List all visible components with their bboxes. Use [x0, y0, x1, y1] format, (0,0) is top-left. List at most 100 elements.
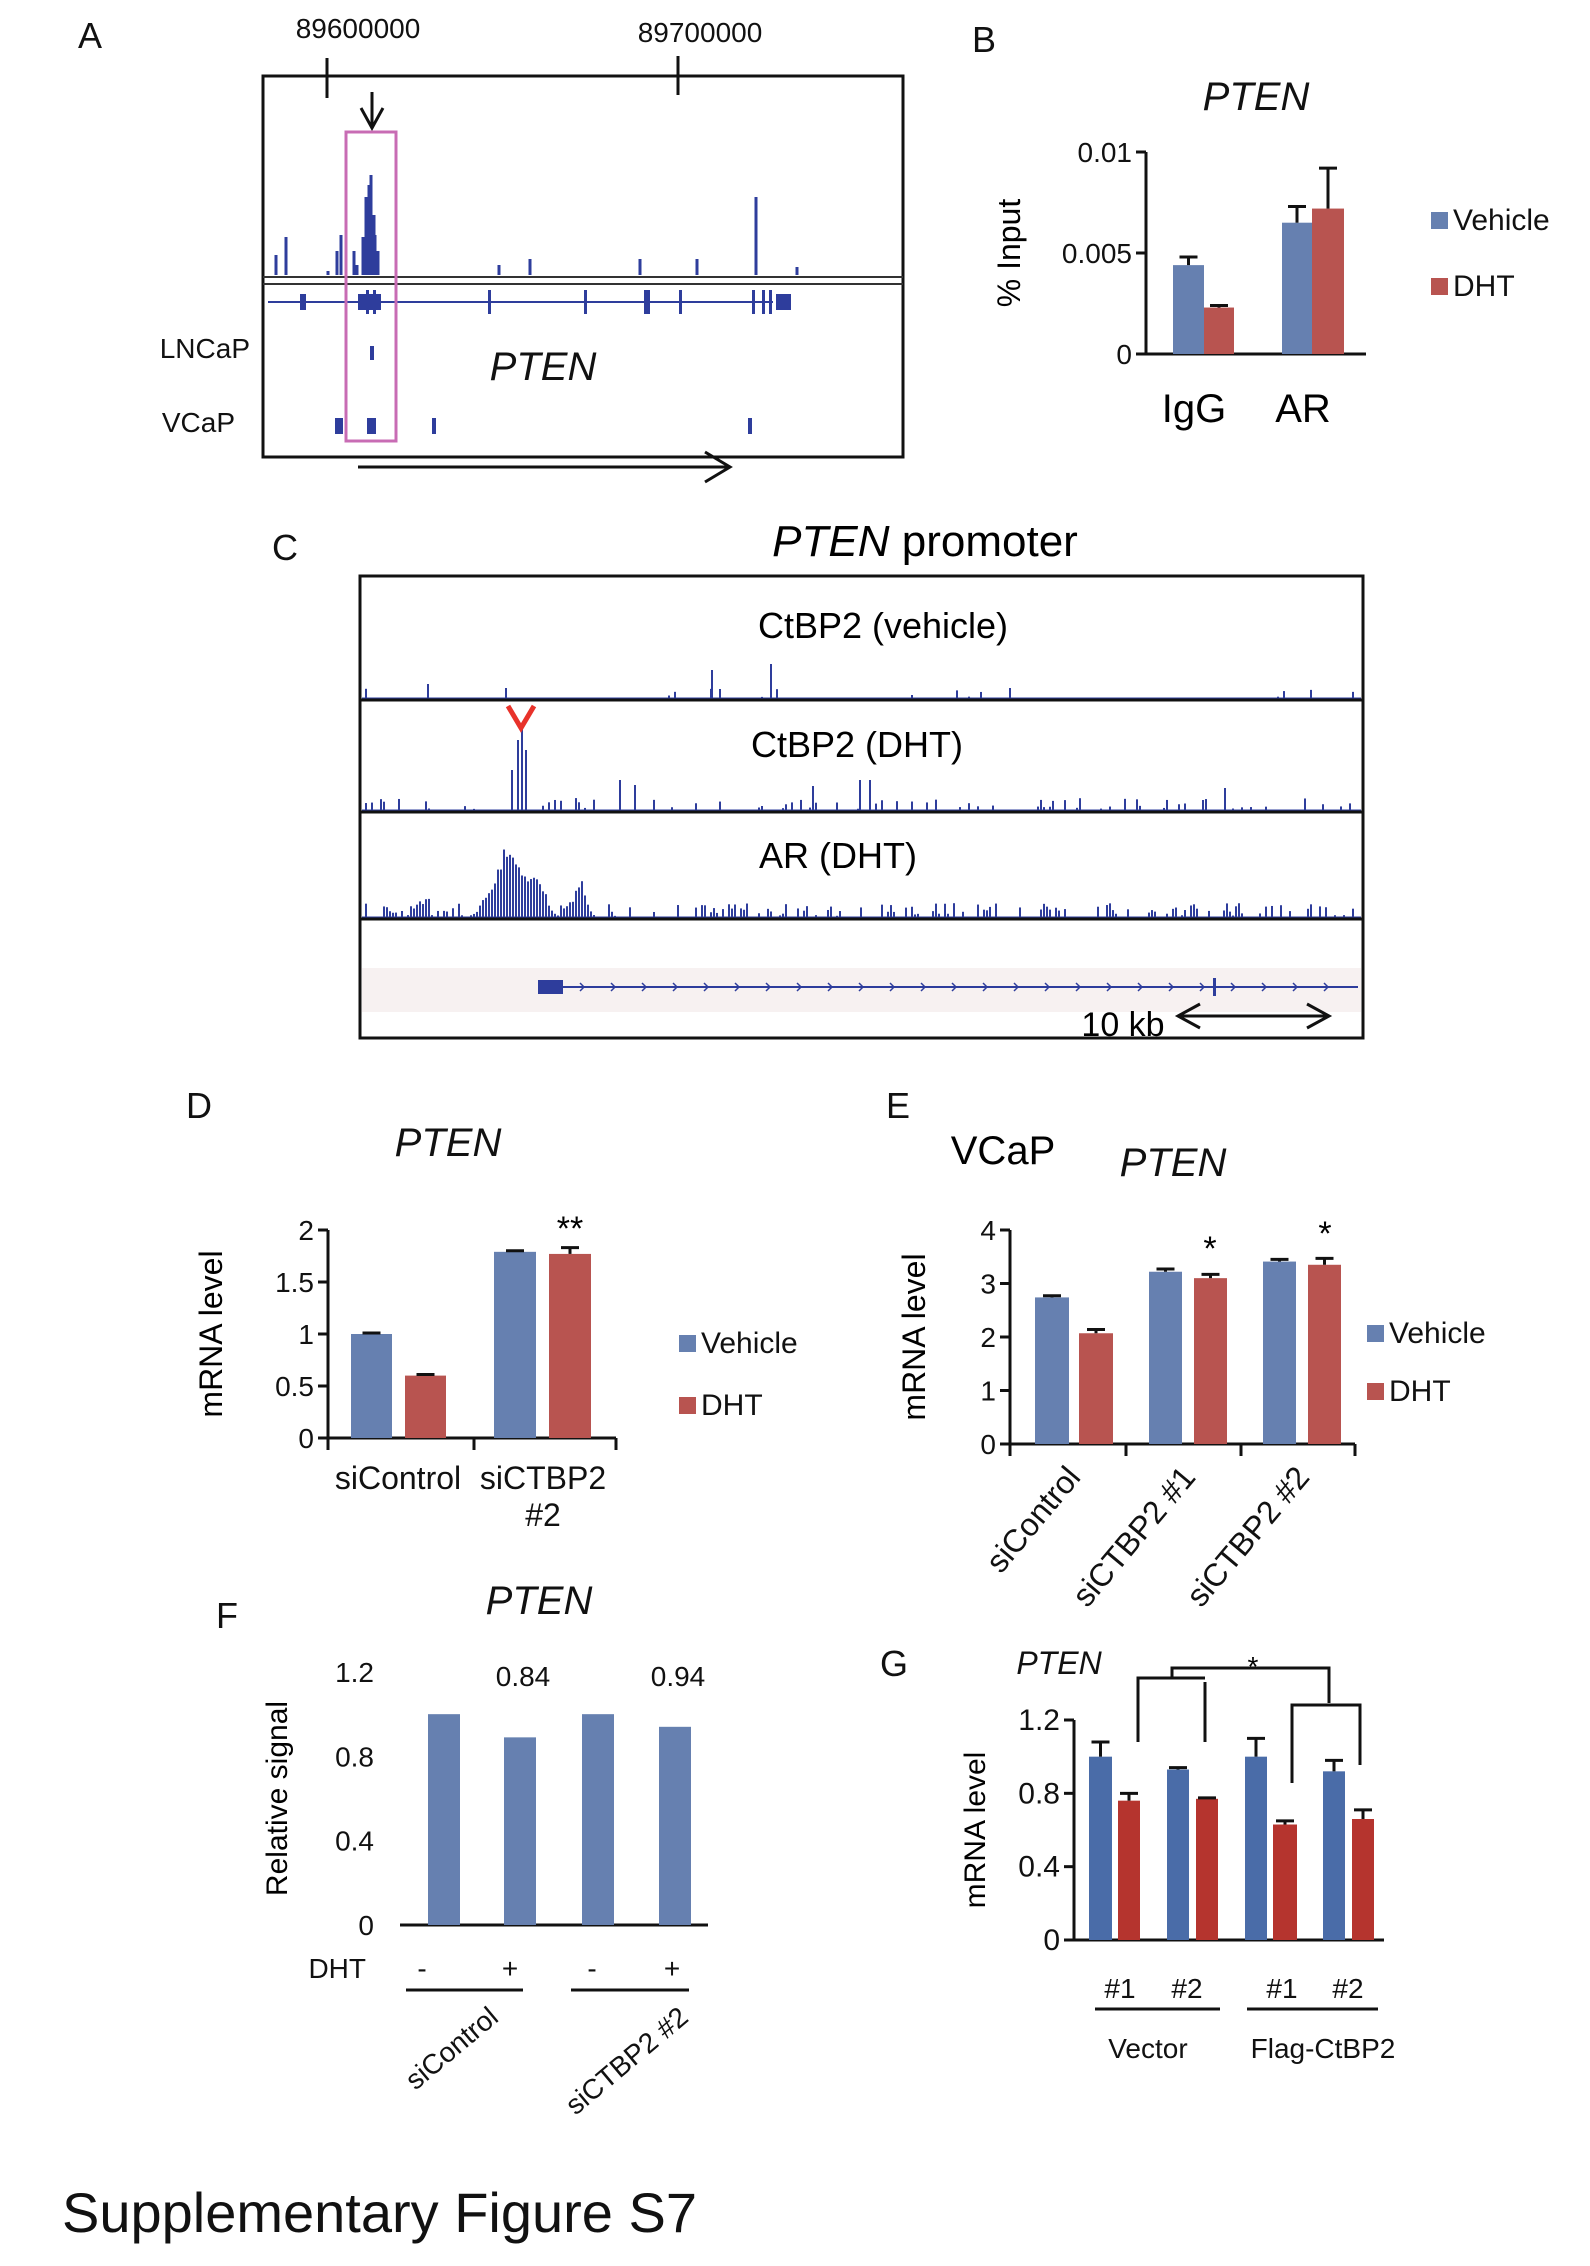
coord-label-1: 89600000 — [296, 13, 421, 44]
right-arrow-icon — [358, 450, 733, 484]
track-label-ctbp2-dht: CtBP2 (DHT) — [751, 724, 963, 765]
strand-arrow-icon — [1323, 982, 1330, 992]
legend-swatch-dht — [1367, 1383, 1384, 1400]
dht-row-label: DHT — [308, 1953, 366, 1984]
strand-arrow-icon — [1137, 982, 1144, 992]
bar-dht-1 — [1118, 1800, 1140, 1940]
strand-arrow-icon — [1106, 982, 1113, 992]
bar-dht-1 — [405, 1375, 446, 1438]
panel-d-label: D — [186, 1085, 212, 1126]
dht-sign: - — [417, 1953, 426, 1984]
legend-label-vehicle: Vehicle — [1389, 1317, 1486, 1350]
strand-arrow-icon — [703, 982, 710, 992]
gene-model — [268, 290, 791, 314]
significance-mark: ** — [557, 1210, 583, 1248]
peak-arrow-icon — [505, 704, 537, 733]
bar-vehicle-1 — [1089, 1756, 1112, 1940]
peak-vcap — [367, 418, 376, 434]
strand-arrow-icon — [1044, 982, 1051, 992]
peak-calls — [335, 346, 752, 434]
y-tick-label: 1.2 — [335, 1657, 374, 1688]
bar-dht-2 — [1194, 1278, 1227, 1444]
gene-name: PTEN — [490, 345, 597, 389]
y-tick-label: 2 — [980, 1322, 996, 1353]
exon-block — [776, 294, 791, 310]
legend-label-dht: DHT — [701, 1389, 763, 1422]
chart-title: PTEN — [1016, 1645, 1102, 1681]
group-label: Flag-CtBP2 — [1251, 2033, 1396, 2064]
x-category-label: siControl — [979, 1459, 1088, 1579]
chart-panel-d: 0 0.5 1 1.5 2 mRNA level PTEN siControl siCTBP2#… — [193, 1121, 798, 1533]
y-tick-label: 0 — [980, 1429, 996, 1460]
peak-vcap — [335, 418, 343, 434]
panel-c: C PTEN promoter CtBP2 (vehicle) CtBP2 (D… — [272, 517, 1365, 1044]
y-axis-label: mRNA level — [896, 1253, 932, 1420]
x-category-label: #2 — [1332, 1973, 1363, 2004]
x-category-label: siControl — [335, 1460, 461, 1496]
legend-label-vehicle: Vehicle — [701, 1327, 798, 1360]
chart-title: PTEN — [486, 1579, 593, 1623]
bar-vehicle-1 — [1173, 265, 1204, 354]
strand-arrow-icon — [672, 982, 679, 992]
chart-title: PTEN — [395, 1121, 502, 1165]
strand-arrow-icon — [858, 982, 865, 992]
strand-arrow-icon — [1199, 982, 1206, 992]
y-axis-label: mRNA level — [193, 1250, 229, 1417]
y-tick-label: 2 — [298, 1215, 314, 1246]
significance-bracket — [1136, 1666, 1362, 1783]
group-label: siCTBP2 #2 — [559, 2001, 693, 2121]
bar-vehicle-1 — [1035, 1297, 1069, 1444]
panel-b-label: B — [972, 19, 996, 60]
figure-title: Supplementary Figure S7 — [62, 2181, 697, 2244]
legend-label-dht: DHT — [1389, 1375, 1451, 1408]
gene-model — [538, 978, 1358, 996]
exon-block — [488, 290, 491, 314]
panel-a: A 89600000 89700000 LNCaP VCaP PTEN — [78, 13, 905, 484]
panel-g-label: G — [880, 1643, 908, 1684]
bar-1 — [428, 1714, 460, 1925]
y-tick-label: 0.4 — [1018, 1851, 1060, 1884]
exon-block — [584, 290, 587, 314]
y-tick-label: 0 — [1116, 339, 1132, 370]
exon-block — [647, 290, 650, 314]
y-tick-label: 0.8 — [1018, 1777, 1060, 1810]
strand-arrow-icon — [982, 982, 989, 992]
legend-swatch-dht — [1431, 278, 1448, 295]
exon-block — [358, 294, 381, 310]
bar-dht-2 — [549, 1253, 591, 1438]
strand-arrow-icon — [641, 982, 648, 992]
legend-swatch-vehicle — [1431, 212, 1448, 229]
bar-dht-1 — [1204, 307, 1234, 354]
x-category-label: IgG — [1162, 387, 1226, 431]
x-category-label: #1 — [1266, 1973, 1297, 2004]
promoter-browser-box — [358, 574, 1365, 1040]
panel-c-label: C — [272, 527, 298, 568]
y-axis-label: Relative signal — [261, 1701, 294, 1896]
y-tick-label: 0.5 — [275, 1371, 314, 1402]
genome-browser-box — [261, 74, 905, 459]
value-label: 0.84 — [496, 1661, 551, 1692]
bar-dht-3 — [1308, 1264, 1341, 1444]
strand-arrow-icon — [1013, 982, 1020, 992]
exon-block — [1213, 978, 1216, 996]
dht-sign: + — [502, 1953, 518, 1984]
bar-vehicle-2 — [1282, 222, 1312, 354]
exon-block — [366, 290, 369, 314]
group-label: siControl — [399, 2001, 504, 2096]
exon-block — [769, 290, 772, 314]
bar-vehicle-3 — [1263, 1261, 1296, 1444]
value-label: 0.94 — [651, 1661, 706, 1692]
significance-mark: * — [1248, 1651, 1259, 1682]
y-axis-label: mRNA level — [959, 1752, 992, 1909]
exon-block — [752, 290, 755, 314]
y-tick-label: 3 — [980, 1269, 996, 1300]
strand-arrow-icon — [827, 982, 834, 992]
exon-block — [679, 290, 682, 314]
x-category-label: siCTBP2 — [480, 1460, 606, 1496]
strand-arrow-icon — [920, 982, 927, 992]
strand-arrow-icon — [796, 982, 803, 992]
y-tick-label: 1 — [298, 1319, 314, 1350]
bar-vehicle-1 — [351, 1334, 392, 1438]
y-axis-label: % Input — [991, 199, 1027, 308]
